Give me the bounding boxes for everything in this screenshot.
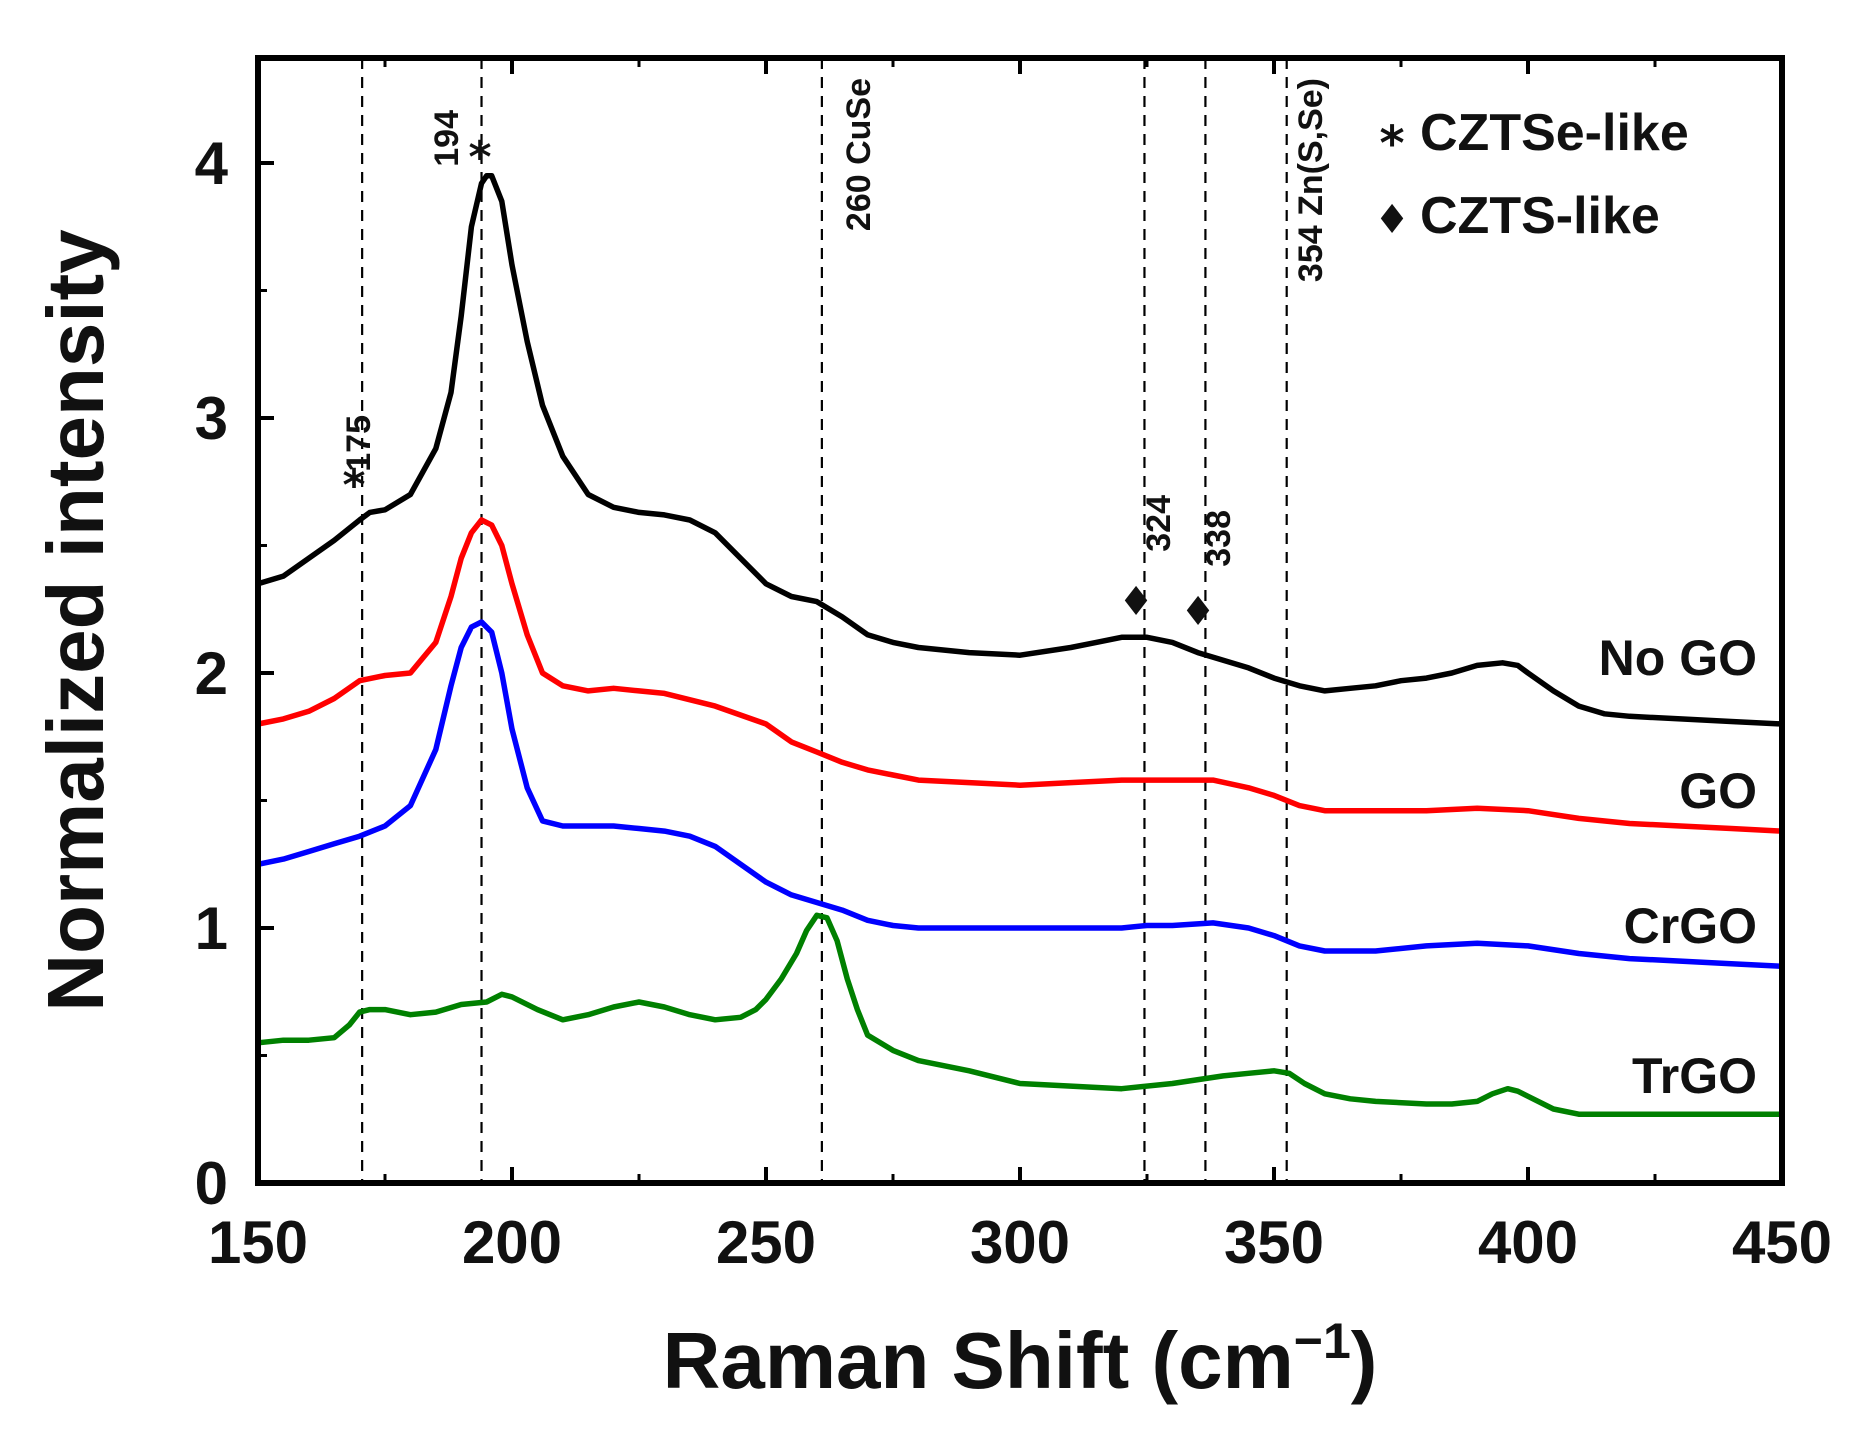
reference-lines	[361, 58, 1288, 1183]
peak-label-3: 324	[1140, 495, 1178, 552]
series-group	[255, 173, 1785, 1117]
x-tick-label-400: 400	[1478, 1209, 1578, 1276]
x-tick-label-200: 200	[462, 1209, 562, 1276]
y-tick-label-2: 2	[195, 640, 228, 707]
y-tick-label-4: 4	[195, 130, 229, 197]
series-line-no-go	[255, 173, 1785, 727]
legend: * CZTSe-like♦ CZTS-like	[1374, 104, 1689, 245]
series-line-crgo	[255, 619, 1785, 970]
series-line-go	[255, 517, 1785, 834]
peak-marker-1: *	[468, 132, 491, 183]
x-tick-label-250: 250	[716, 1209, 816, 1276]
peak-marker-0: *	[342, 460, 365, 511]
series-labels: No GO GO CrGO TrGO	[1599, 630, 1757, 1104]
x-tick-label-150: 150	[208, 1209, 308, 1276]
y-tick-label-0: 0	[195, 1150, 228, 1217]
peak-marker-3: ♦	[1118, 579, 1154, 625]
y-axis-title: Normalized intensity	[31, 229, 120, 1012]
x-tick-label-300: 300	[970, 1209, 1070, 1276]
axis-ticks: 150 200 250 300 350 400 450 0 1 2 3 4	[195, 58, 1832, 1276]
legend-label-1: CZTS-like	[1420, 187, 1660, 245]
peak-marker-4: ♦	[1180, 589, 1216, 635]
series-line-trgo	[255, 912, 1785, 1117]
x-axis-title-main: Raman Shift (cm	[663, 1316, 1294, 1405]
peak-label-2: 260 CuSe	[840, 78, 878, 231]
peak-label-4: 338	[1200, 510, 1238, 567]
y-tick-label-3: 3	[195, 385, 228, 452]
x-axis-title-close: )	[1351, 1316, 1378, 1405]
series-label-crgo: CrGO	[1624, 898, 1757, 954]
legend-symbol-1: ♦	[1374, 197, 1410, 243]
legend-symbol-0: *	[1379, 116, 1404, 172]
x-tick-label-450: 450	[1732, 1209, 1832, 1276]
peak-label-0: 175	[340, 415, 378, 472]
series-label-trgo: TrGO	[1632, 1048, 1757, 1104]
x-tick-label-350: 350	[1224, 1209, 1324, 1276]
x-axis-title-superscript: −1	[1294, 1313, 1351, 1369]
peak-label-5: 354 Zn(S,Se)	[1292, 78, 1330, 282]
legend-label-0: CZTSe-like	[1420, 104, 1689, 162]
series-label-no-go: No GO	[1599, 630, 1757, 686]
x-axis-title: Raman Shift (cm−1)	[663, 1313, 1378, 1405]
peak-label-1: 194	[428, 110, 466, 167]
series-label-go: GO	[1679, 763, 1757, 819]
y-tick-label-1: 1	[195, 895, 228, 962]
